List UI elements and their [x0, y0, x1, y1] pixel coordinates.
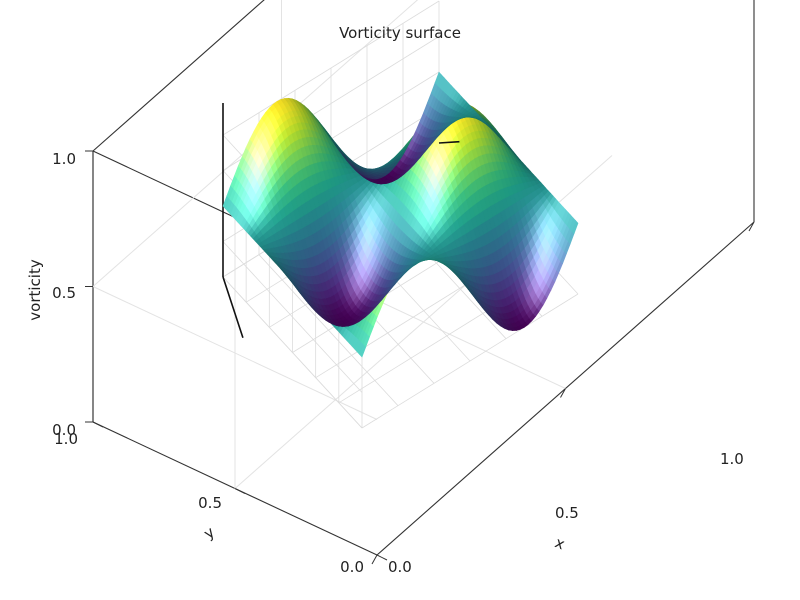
surface-patch	[434, 71, 442, 86]
x-tick-label-right: 1.0	[720, 450, 744, 468]
x-tick-label-mid: 0.5	[555, 504, 579, 522]
vorticity-surface	[222, 71, 579, 358]
x-axis-label: x	[552, 533, 567, 553]
y-tick-mark	[234, 488, 246, 494]
axes-box	[85, 0, 755, 565]
inner-x-axis	[438, 140, 460, 144]
y-tick-mark	[376, 554, 388, 561]
z-tick-label-bottom: 0.0	[52, 421, 76, 439]
box-edge	[92, 0, 265, 152]
y-tick-label-top: 1.0	[54, 430, 78, 448]
z-tick-label-top: 1.0	[52, 150, 76, 168]
x-tick-mark	[748, 221, 755, 232]
z-tick-label-mid: 0.5	[52, 284, 76, 302]
x-tick-mark	[560, 388, 566, 398]
inner-y-axis	[222, 276, 244, 338]
inner-gridline	[222, 241, 363, 393]
front-axis-lines	[222, 140, 460, 338]
y-tick-label-mid: 0.5	[198, 494, 222, 512]
x-tick-mark	[371, 554, 378, 565]
z-axis-label: vorticity	[26, 259, 44, 321]
inner-gridline	[222, 0, 440, 136]
inner-gridline	[222, 276, 363, 429]
y-tick-mark	[92, 421, 104, 428]
y-axis-label: y	[200, 523, 218, 543]
x-tick-label-left: 0.0	[388, 558, 412, 576]
y-tick-label-bottom: 0.0	[340, 558, 364, 576]
chart-title: Vorticity surface	[339, 24, 461, 42]
